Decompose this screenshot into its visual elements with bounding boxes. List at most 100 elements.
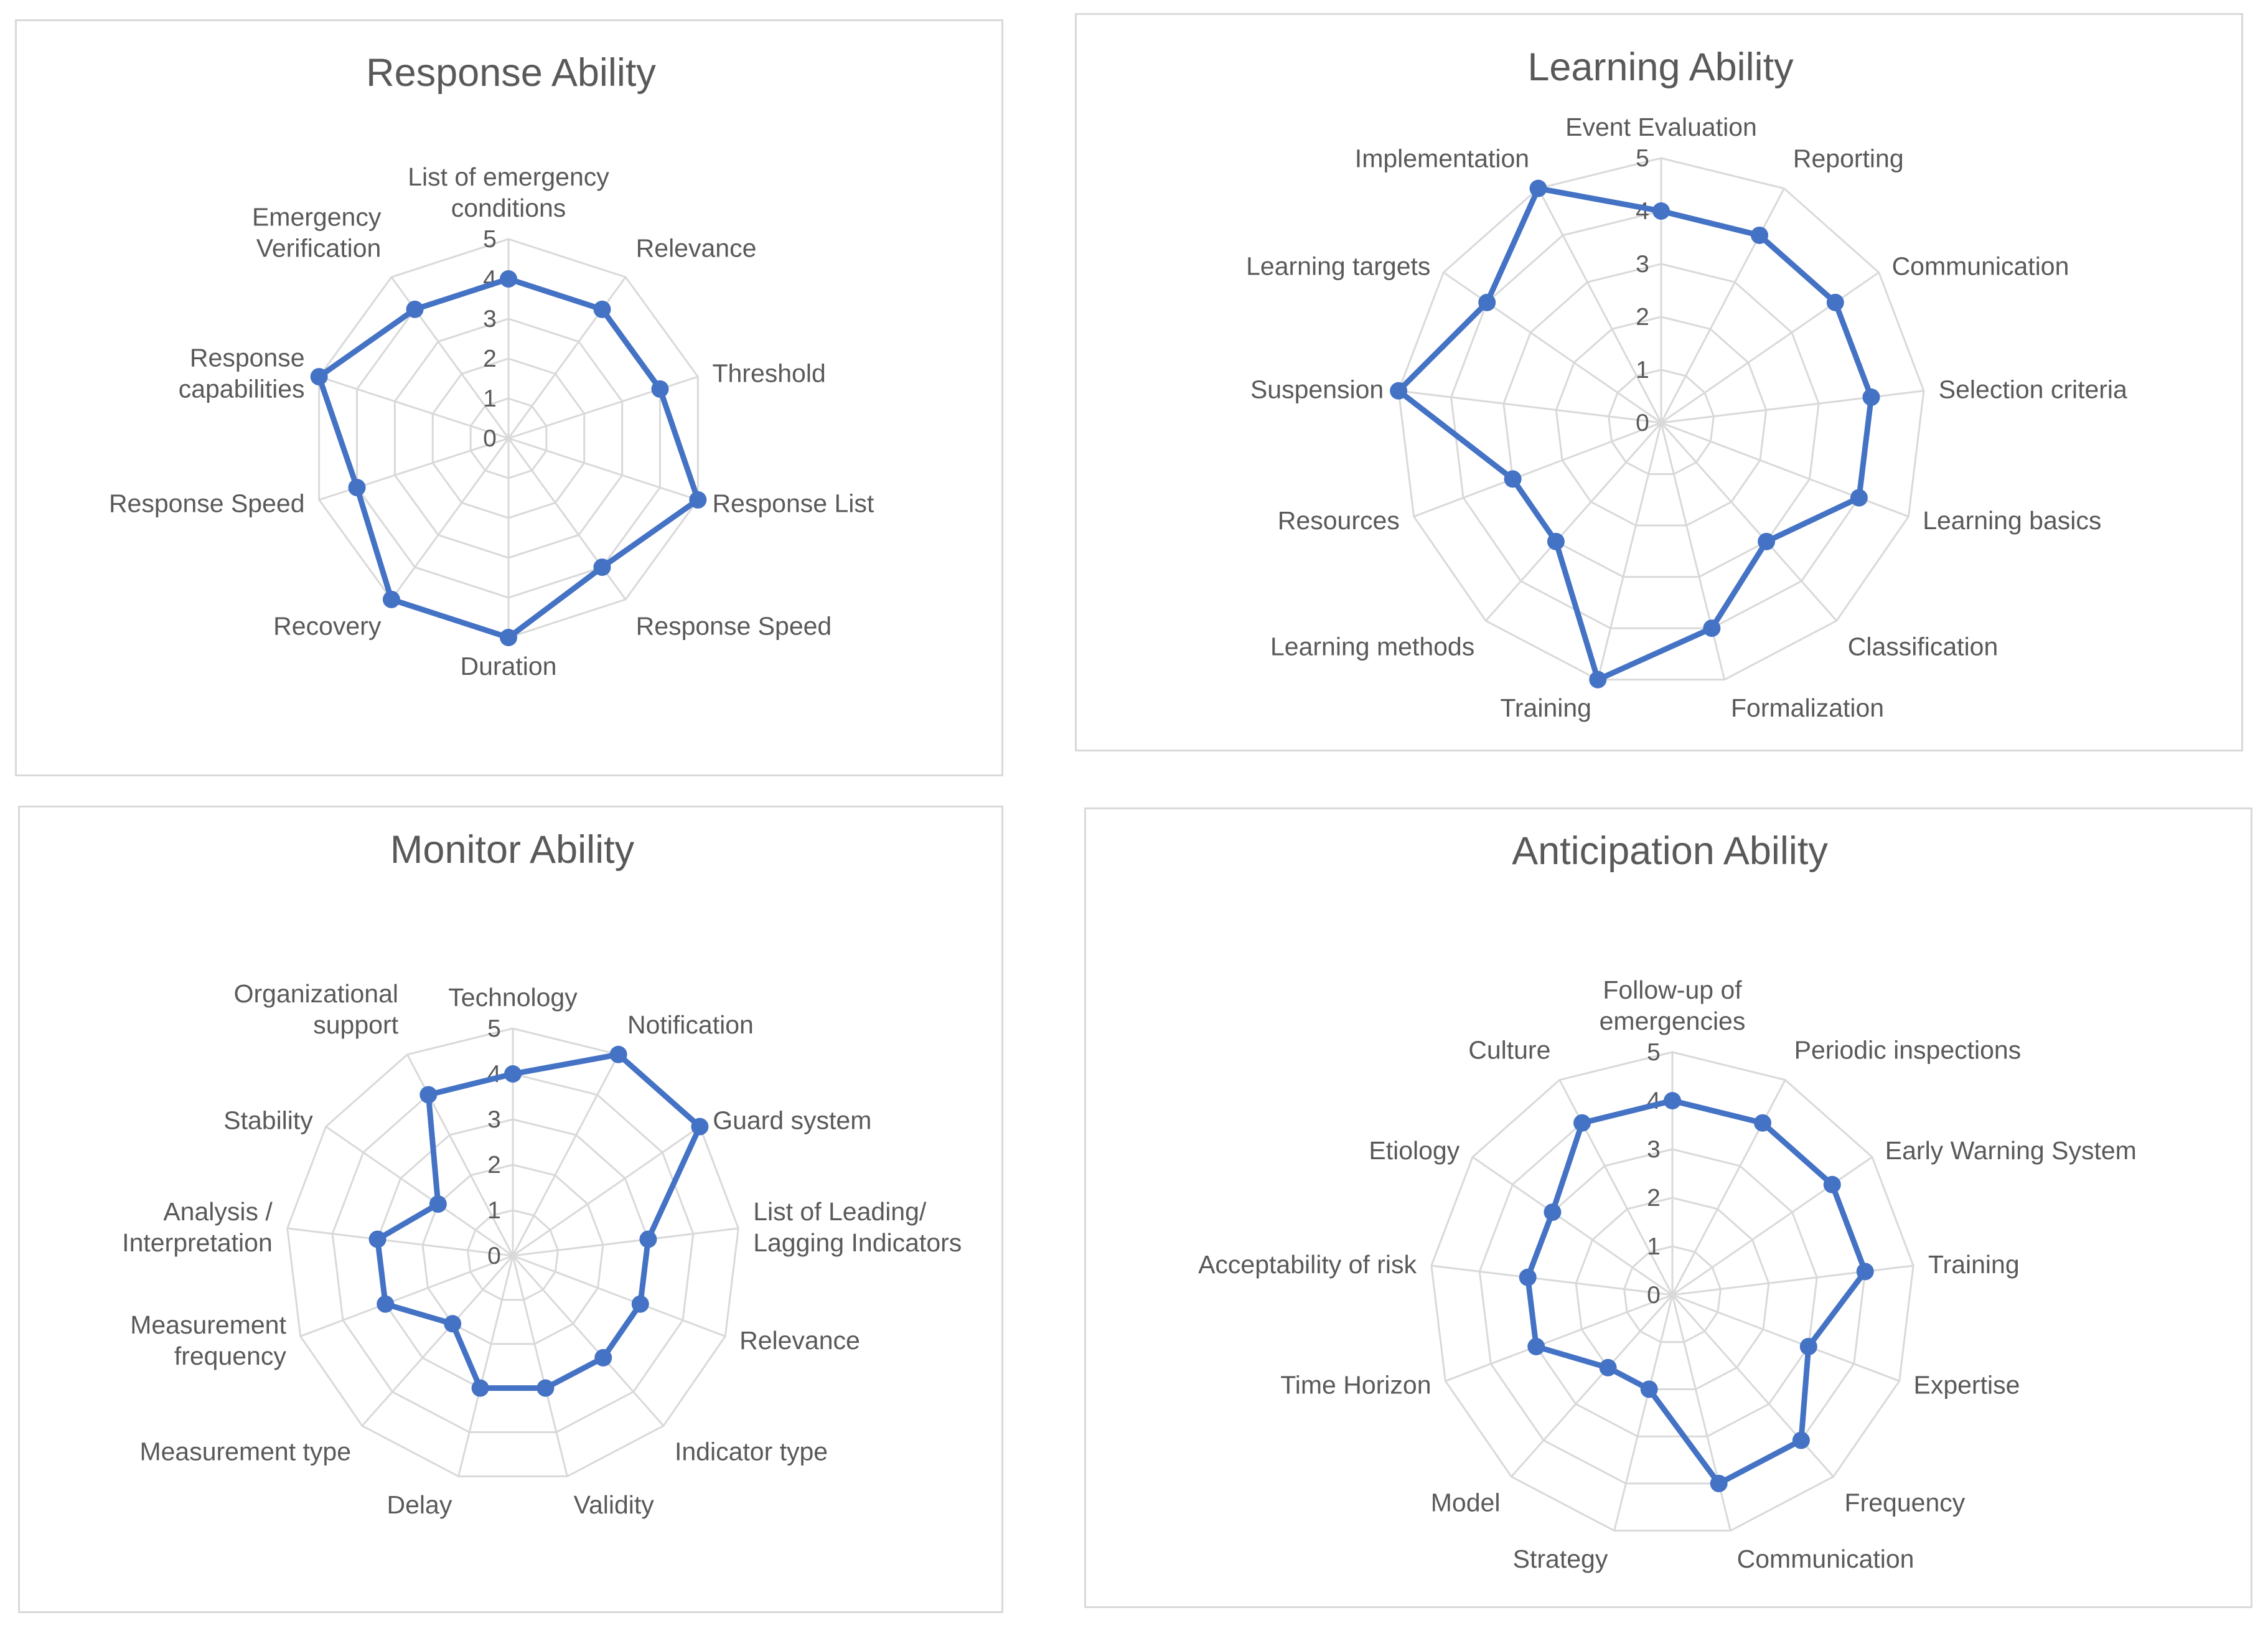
data-point [1599,1358,1617,1376]
grid-spoke [1661,421,1909,518]
series-line [1395,186,1875,683]
category-label: Time Horizon [1280,1371,1431,1400]
category-label: Event Evaluation [1565,113,1757,141]
data-point [429,1195,447,1213]
category-label: Emergency Verification [252,203,382,263]
learning-ability-chart: 0 1 2 3 4 5 Event Evaluation Reporting Communica… [1246,45,2127,722]
category-label: Measurement type [139,1437,351,1466]
data-point [1544,1203,1562,1221]
grid-spoke [1661,390,1924,424]
axis-tick-label: 3 [1636,251,1649,278]
response-ability-panel: 0 1 2 3 4 5 List of emergency conditions Relevan… [15,19,1003,776]
axis-tick-label: 5 [487,1015,501,1042]
category-label: Implementation [1355,144,1529,173]
grid-spoke [1443,271,1662,424]
category-label: Selection criteria [1939,375,2127,404]
data-point [1504,470,1522,488]
data-point [593,558,611,576]
data-point [500,629,517,646]
grid-spoke [361,1255,514,1427]
chart-title: Learning Ability [1527,45,1794,89]
grid-ring-4 [331,1073,695,1434]
data-point [1664,1092,1681,1109]
grid-ring-2 [1575,1197,1770,1390]
grid-spoke [1660,422,1726,680]
data-point [691,1117,709,1136]
category-label: Notification [627,1010,754,1039]
category-label: Culture [1468,1036,1550,1065]
grid-spoke [512,1126,701,1257]
axis-tick-label: 5 [483,226,497,253]
data-point [651,380,669,398]
axis-tick-label: 1 [1647,1233,1661,1260]
category-label: Organizational support [234,979,399,1039]
grid-spoke [507,438,627,600]
grid-spoke [1613,1294,1674,1532]
data-point [537,1379,555,1397]
data-point [1792,1431,1810,1449]
data-point [1703,619,1721,638]
category-label: Early Warning System [1885,1136,2137,1165]
axis-tick-label: 2 [1636,304,1649,331]
grid-spoke [1672,1294,1900,1382]
data-point [1823,1175,1841,1193]
category-label: Training [1500,694,1591,722]
category-label: Guard system [713,1106,871,1134]
radar-grid [318,238,699,639]
data-point [639,1230,657,1248]
data-point [348,479,366,497]
grid-spoke [1445,1294,1673,1382]
grid-ring-1 [466,1209,560,1301]
axis-tick-label: 0 [1636,410,1649,436]
category-label: Relevance [739,1326,860,1355]
category-label: Recovery [273,611,382,640]
grid-ring-5 [1397,157,1925,681]
data-point [500,270,517,288]
grid-spoke [319,375,509,440]
category-label: Strategy [1513,1545,1608,1573]
data-point [1573,1114,1591,1132]
monitor-ability-panel: 0 1 2 3 4 5 Technology Notification Guard system… [18,806,1003,1613]
data-point [1758,532,1776,550]
monitor-ability-chart: 0 1 2 3 4 5 Technology Notification Guard system… [122,828,962,1519]
grid-spoke [287,1227,513,1257]
category-label: Duration [461,652,557,680]
anticipation-ability-chart: 0 1 2 3 4 5 Follow-up of emergencies Periodic in… [1198,829,2137,1573]
grid-ring-2 [1555,316,1768,527]
grid-spoke [457,1255,514,1477]
chart-title: Response Ability [366,51,656,95]
data-point [1529,179,1547,197]
grid-spoke [512,1255,665,1427]
grid-ring-1 [1623,1245,1722,1343]
data-point [1519,1268,1537,1286]
category-label: Measurement frequency [130,1310,286,1370]
grid-ring-3 [1502,263,1820,578]
data-point [310,368,328,386]
data-point [1710,1474,1728,1492]
axis-tick-label: 5 [1647,1039,1661,1066]
category-label: Acceptability of risk [1198,1250,1417,1279]
grid-spoke [512,1254,726,1337]
category-label: Response List [712,489,874,517]
data-point [1527,1337,1545,1355]
data-point [593,300,611,318]
data-point [1547,532,1565,550]
data-point [1826,293,1844,311]
category-label: Follow-up of emergencies [1600,976,1746,1035]
axis-tick-label: 0 [1647,1282,1661,1309]
grid-spoke [1660,422,1837,622]
grid-spoke [512,1255,568,1477]
category-label: Training [1928,1250,2020,1279]
grid-spoke [1511,1294,1674,1477]
data-point [594,1348,612,1367]
category-label: List of emergency conditions [408,162,609,222]
data-point [1862,388,1880,407]
grid-spoke [390,438,510,600]
category-label: Frequency [1845,1488,1966,1517]
category-label: Stability [223,1106,313,1134]
category-label: Relevance [636,234,757,263]
grid-spoke [319,437,509,501]
axis-tick-label: 2 [1647,1185,1661,1212]
axis-tick-label: 1 [1636,357,1649,383]
